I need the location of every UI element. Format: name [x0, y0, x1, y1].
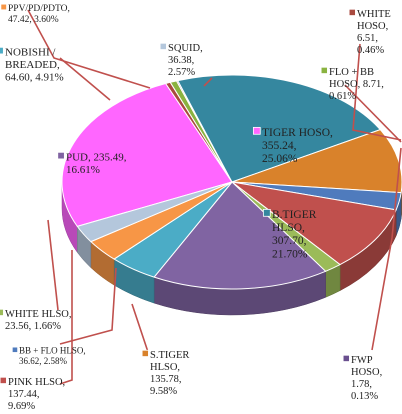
legend-key-pud	[57, 151, 65, 160]
data-label-s-tiger-hlso-line-3: 135.78,	[150, 374, 182, 385]
pie-slice-pud	[153, 181, 327, 290]
pie-slice-s-tiger-hlso	[231, 129, 402, 194]
data-label-ppv-pd-pdto: PPV/PD/PDTO,47.42, 3.60%	[0, 3, 70, 25]
data-label-fwp-hoso-line-1: FWP	[351, 355, 373, 366]
data-label-pud-line-1: PUD, 235.49,	[66, 151, 127, 163]
data-label-nobishi-breaded-line-3: 64.60, 4.91%	[5, 72, 64, 84]
leader-line-pink-hlso	[59, 250, 73, 385]
data-label-flo-bb-hoso-line-3: 0.61%	[329, 91, 356, 102]
leader-line-squid	[203, 77, 213, 87]
pie-slice-b-tiger-hlso	[177, 74, 381, 183]
data-label-white-hlso-line-1: WHITE HLSO,	[5, 309, 72, 320]
legend-key-ppv-pd-pdto	[0, 3, 7, 11]
data-label-s-tiger-hlso-line-4: 9.58%	[150, 386, 177, 397]
legend-key-tiger-hoso	[252, 126, 261, 135]
data-label-white-hoso-line-4: 0.46%	[357, 45, 384, 56]
data-label-b-tiger-hlso-line-4: 21.70%	[272, 248, 308, 260]
data-label-white-hlso-line-2: 23.56, 1.66%	[5, 321, 61, 332]
data-label-pud: PUD, 235.49,16.61%	[57, 151, 127, 176]
data-label-tiger-hoso-line-1: TIGER HOSO,	[262, 127, 333, 139]
data-label-b-tiger-hlso-line-1: B.TIGER	[272, 209, 317, 221]
data-label-fwp-hoso-line-3: 1.78,	[351, 379, 372, 390]
data-label-b-tiger-hlso-line-2: HLSO,	[272, 222, 305, 234]
data-label-bb-flo-hlso-line-2: 36.62, 2.58%	[19, 356, 68, 366]
data-label-squid-line-3: 2.57%	[168, 67, 195, 78]
leader-line-fwp-hoso	[371, 147, 402, 351]
data-label-white-hlso: WHITE HLSO,23.56, 1.66%	[0, 308, 72, 332]
data-label-squid-line-1: SQUID,	[168, 43, 203, 54]
leader-line-white-hlso	[47, 219, 59, 311]
legend-key-b-tiger-hlso	[262, 208, 271, 217]
data-label-pud-line-2: 16.61%	[66, 164, 100, 176]
pie-top-faces	[61, 74, 402, 290]
data-label-b-tiger-hlso-line-3: 307.70,	[272, 235, 307, 247]
data-label-nobishi-breaded-line-2: BREADED,	[5, 59, 60, 71]
legend-key-bb-flo-hlso	[11, 346, 19, 353]
legend-key-flo-bb-hoso	[320, 66, 328, 74]
data-label-white-hoso-line-3: 6.51,	[357, 33, 378, 44]
data-label-pink-hlso-line-3: 9.69%	[8, 401, 35, 412]
data-label-bb-flo-hlso: BB + FLO HLSO,36.62, 2.58%	[11, 346, 86, 366]
leader-line-white-hoso	[352, 43, 402, 141]
legend-key-fwp-hoso	[342, 354, 350, 362]
legend-key-s-tiger-hlso	[141, 349, 149, 357]
data-label-ppv-pd-pdto-line-2: 47.42, 3.60%	[8, 15, 59, 25]
leader-line-bb-flo-hlso	[59, 267, 117, 345]
legend-key-squid	[159, 42, 167, 50]
data-label-nobishi-breaded: NOBISHI /BREADED,64.60, 4.91%	[0, 46, 64, 84]
data-label-pink-hlso-line-2: 137.44,	[8, 389, 40, 400]
data-label-pink-hlso: PINK HLSO,137.44,9.69%	[0, 376, 65, 412]
data-label-s-tiger-hlso-line-2: HLSO,	[150, 362, 180, 373]
pie-side-walls	[61, 181, 402, 316]
data-label-tiger-hoso-line-3: 25.06%	[262, 153, 298, 165]
legend-key-white-hoso	[348, 8, 356, 16]
pie-slice-squid	[76, 181, 233, 243]
legend-key-pink-hlso	[0, 376, 7, 384]
data-label-pink-hlso-line-1: PINK HLSO,	[8, 377, 65, 388]
leader-line-nobishi-breaded	[59, 57, 111, 101]
leader-line-ppv-pd-pdto	[27, 9, 151, 89]
legend-key-white-hlso	[0, 308, 4, 316]
data-label-squid: SQUID,36.38,2.57%	[159, 42, 203, 78]
data-label-fwp-hoso-line-4: 0.13%	[351, 391, 378, 402]
data-label-fwp-hoso-line-2: HOSO,	[351, 367, 382, 378]
data-label-ppv-pd-pdto-line-1: PPV/PD/PDTO,	[8, 4, 70, 14]
leader-lines	[27, 9, 402, 385]
data-label-white-hoso-line-2: HOSO,	[357, 21, 388, 32]
data-label-s-tiger-hlso-line-1: S.TIGER	[150, 350, 189, 361]
data-label-nobishi-breaded-line-1: NOBISHI /	[5, 46, 56, 58]
leader-line-flo-bb-hoso	[344, 84, 402, 143]
data-label-squid-line-2: 36.38,	[168, 55, 194, 66]
data-label-bb-flo-hlso-line-1: BB + FLO HLSO,	[19, 346, 86, 356]
legend-key-nobishi-breaded	[0, 46, 4, 55]
leader-line-s-tiger-hlso	[131, 303, 149, 353]
data-label-flo-bb-hoso-line-2: HOSO, 8.71,	[329, 79, 384, 90]
data-label-white-hoso-line-1: WHITE	[357, 9, 391, 20]
data-label-tiger-hoso: TIGER HOSO,355.24,25.06%	[252, 126, 333, 165]
data-label-flo-bb-hoso-line-1: FLO + BB	[329, 67, 374, 78]
data-label-tiger-hoso-line-2: 355.24,	[262, 140, 297, 152]
data-labels: TIGER HOSO,355.24,25.06%WHITEHOSO,6.51,0…	[0, 3, 391, 412]
